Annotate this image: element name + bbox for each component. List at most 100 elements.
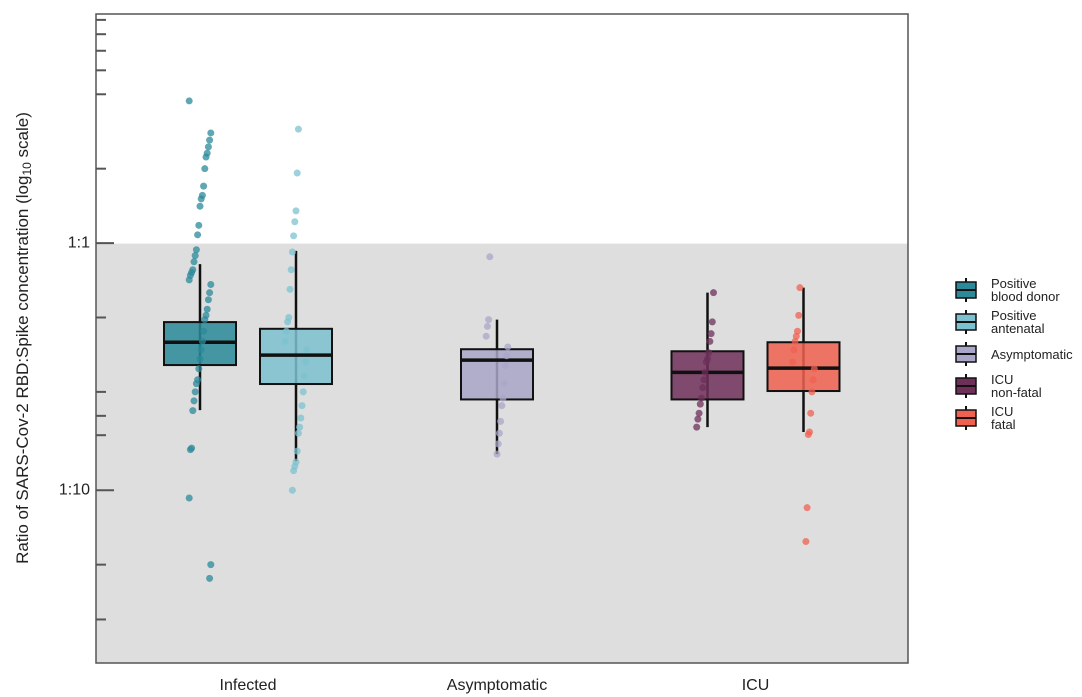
data-point: [200, 327, 208, 335]
data-point: [499, 394, 507, 402]
plot-frame: [95, 13, 909, 664]
data-point: [698, 394, 705, 402]
data-point: [810, 365, 818, 373]
data-point: [708, 318, 716, 326]
data-point: [207, 129, 215, 137]
data-point: [795, 311, 803, 319]
data-point: [204, 296, 212, 304]
data-point: [694, 415, 702, 423]
data-point: [809, 376, 817, 384]
data-point: [204, 143, 212, 151]
data-point: [195, 365, 203, 373]
data-point: [808, 388, 816, 396]
data-point: [796, 284, 804, 292]
shaded-region: [96, 243, 908, 663]
data-point: [192, 246, 200, 254]
legend-label: Positive blood donor: [991, 276, 1060, 304]
data-point: [290, 467, 298, 475]
data-point: [196, 355, 204, 363]
data-point: [206, 136, 214, 144]
data-point: [483, 322, 491, 330]
data-point: [288, 486, 296, 494]
data-point: [198, 337, 206, 345]
data-point: [789, 358, 797, 366]
data-point: [803, 504, 811, 512]
data-point: [192, 380, 200, 388]
data-point: [791, 337, 799, 345]
data-point: [804, 431, 812, 439]
y-axis-label: Ratio of SARS-Cov-2 RBD:Spike concentrat…: [13, 112, 34, 564]
data-point: [201, 316, 209, 324]
data-point: [500, 380, 508, 388]
data-point: [486, 253, 494, 261]
data-point: [710, 289, 717, 297]
data-point: [482, 332, 490, 340]
x-tick-label: Asymptomatic: [447, 677, 547, 694]
data-point: [202, 153, 210, 161]
data-point: [206, 574, 214, 582]
data-point: [707, 330, 715, 338]
data-point: [206, 289, 214, 297]
data-point: [297, 414, 305, 422]
data-point: [284, 318, 292, 326]
data-point: [185, 97, 193, 105]
y-label-sub: 10: [20, 162, 34, 176]
data-point: [191, 252, 199, 260]
data-point: [294, 429, 302, 437]
data-point: [197, 346, 205, 354]
y-tick-label: 1:10: [59, 481, 90, 498]
data-point: [288, 248, 296, 256]
data-point: [294, 125, 302, 133]
data-point: [203, 305, 211, 313]
legend-label: Asymptomatic: [991, 346, 1073, 362]
data-point: [190, 258, 198, 266]
data-point: [696, 400, 704, 408]
data-point: [498, 402, 506, 410]
data-point: [190, 397, 198, 405]
data-point: [197, 195, 205, 203]
data-point: [790, 346, 798, 354]
data-point: [494, 440, 502, 448]
data-point: [185, 494, 193, 502]
data-point: [196, 202, 204, 210]
x-tick-label: Infected: [220, 677, 277, 694]
data-point: [298, 402, 306, 410]
legend-label: Positive antenatal: [991, 308, 1045, 336]
legend-label: ICU non-fatal: [991, 372, 1042, 400]
data-point: [286, 285, 294, 293]
y-label-part: Ratio of SARS-Cov-2 RBD:Spike concentrat…: [13, 176, 32, 564]
data-point: [303, 346, 311, 354]
data-point: [706, 337, 714, 345]
data-point: [300, 372, 308, 380]
data-point: [207, 280, 215, 288]
data-point: [503, 352, 511, 360]
data-point: [700, 376, 708, 384]
data-point: [299, 388, 307, 396]
data-point: [293, 447, 301, 455]
data-point: [702, 358, 710, 366]
data-point: [485, 316, 493, 324]
data-point: [495, 429, 503, 437]
data-point: [504, 343, 512, 351]
data-point: [695, 409, 703, 417]
data-point: [493, 450, 501, 458]
data-point: [497, 417, 505, 425]
data-point: [693, 423, 701, 431]
data-point: [281, 337, 289, 345]
data-point: [195, 221, 203, 229]
data-point: [792, 332, 800, 340]
data-point: [701, 368, 709, 376]
data-point: [293, 169, 301, 177]
data-point: [282, 327, 290, 335]
box: [460, 348, 534, 401]
data-point: [501, 361, 509, 369]
x-tick-label: ICU: [742, 677, 770, 694]
data-point: [291, 218, 299, 226]
data-point: [194, 231, 202, 239]
data-point: [200, 182, 208, 190]
data-point: [807, 409, 815, 417]
data-point: [705, 349, 713, 357]
data-point: [302, 358, 310, 366]
